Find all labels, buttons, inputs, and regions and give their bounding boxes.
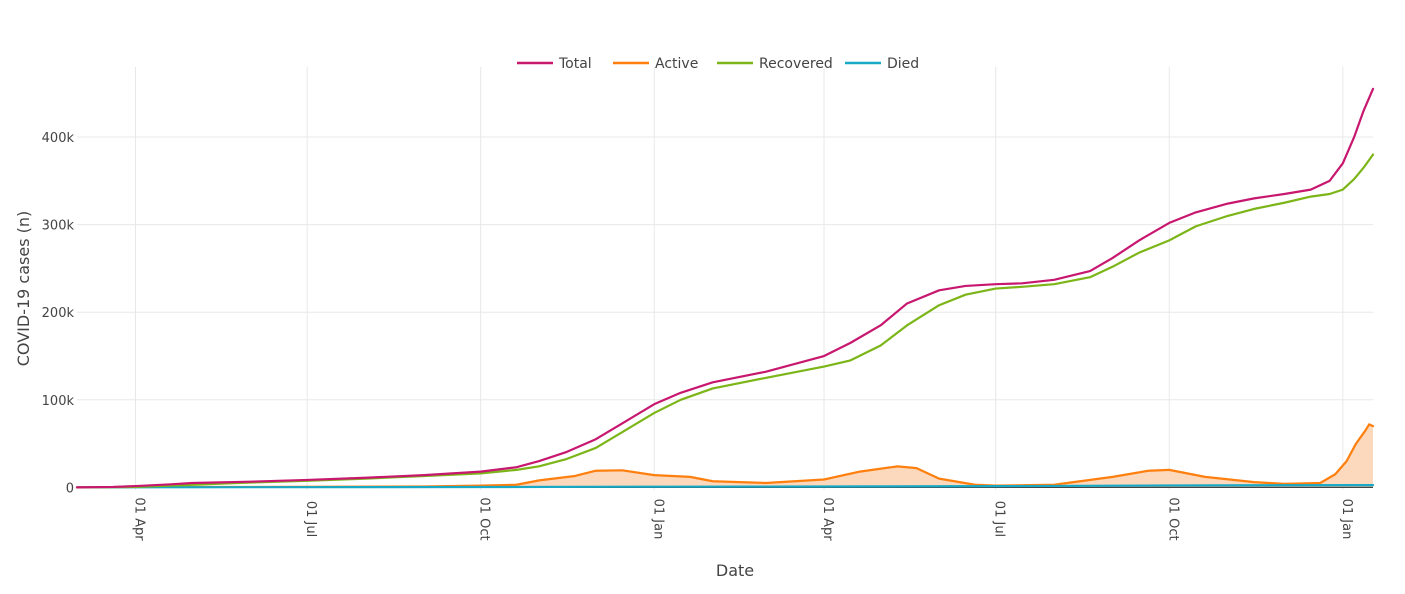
- legend-label: Total: [558, 56, 592, 72]
- x-tick-label: 01 Oct: [477, 497, 492, 540]
- y-tick-label: 400k: [42, 131, 75, 146]
- legend-label: Died: [887, 56, 919, 72]
- legend-item-recovered[interactable]: Recovered: [717, 56, 833, 72]
- y-tick-label: 300k: [42, 219, 75, 234]
- x-tick-label: 01 Jan: [650, 499, 665, 540]
- legend[interactable]: Total Active Recovered Died: [517, 56, 919, 72]
- y-tick-label: 0: [66, 481, 74, 496]
- series-line-active[interactable]: [75, 423, 1375, 489]
- legend-label: Active: [655, 56, 698, 72]
- x-tick-label: 01 Jul: [992, 501, 1007, 537]
- legend-item-died[interactable]: Died: [845, 56, 919, 72]
- x-tick-label: 01 Oct: [1165, 497, 1180, 540]
- x-tick-label: 01 Jan: [1339, 499, 1354, 540]
- y-axis-title: COVID-19 cases (n): [14, 211, 33, 367]
- legend-item-total[interactable]: Total: [517, 56, 592, 72]
- x-tick-label: 01 Apr: [131, 497, 146, 541]
- legend-label: Recovered: [759, 56, 833, 72]
- series-line-recovered[interactable]: [75, 153, 1375, 489]
- series-area-active: [77, 424, 1373, 488]
- line-layer: [75, 87, 1375, 489]
- y-tick-label: 200k: [42, 306, 75, 321]
- x-tick-label: 01 Apr: [820, 497, 835, 541]
- fill-layer: [77, 424, 1373, 488]
- x-tick-label: 01 Jul: [303, 501, 318, 537]
- x-axis-title: Date: [716, 561, 754, 580]
- y-tick-label: 100k: [42, 394, 75, 409]
- grid-layer: [77, 67, 1373, 490]
- series-line-died[interactable]: [75, 484, 1375, 489]
- series-line-total[interactable]: [75, 87, 1375, 489]
- legend-item-active[interactable]: Active: [613, 56, 698, 72]
